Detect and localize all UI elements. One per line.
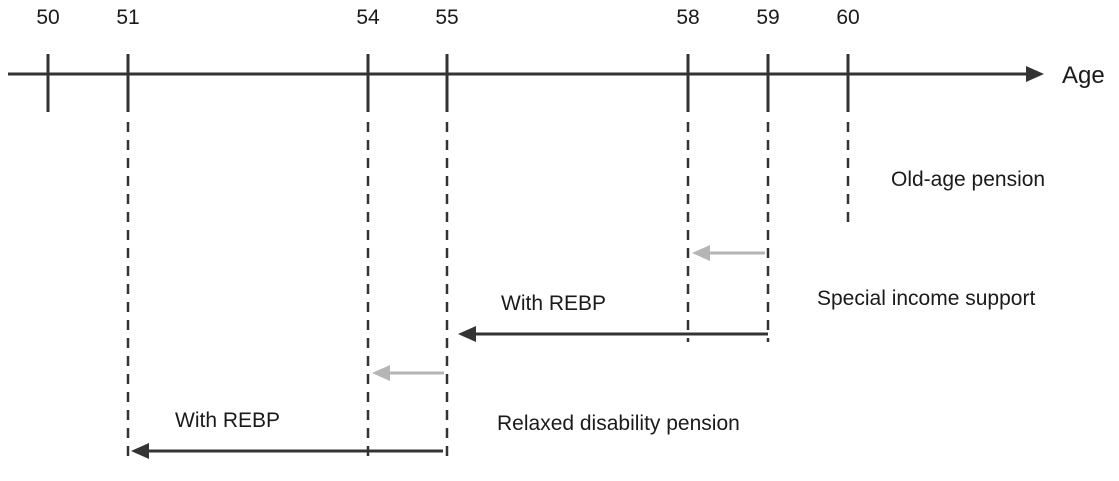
tick-label-60: 60 xyxy=(836,6,859,29)
old-age-pension-label: Old-age pension xyxy=(891,168,1045,191)
age-axis-arrowhead xyxy=(1026,66,1044,82)
tick-label-58: 58 xyxy=(676,6,699,29)
with-rebp-label-lower: With REBP xyxy=(175,409,280,432)
special-income-rebp-arrow xyxy=(458,326,768,342)
with-rebp-label-upper: With REBP xyxy=(501,292,606,315)
tick-label-55: 55 xyxy=(435,6,458,29)
age-axis-label: Age xyxy=(1062,62,1105,89)
axis-ticks: 50 51 54 55 58 59 60 xyxy=(36,6,860,112)
special-income-support-label: Special income support xyxy=(817,287,1035,310)
dashed-guides xyxy=(126,122,850,462)
tick-label-50: 50 xyxy=(36,6,59,29)
special-income-light-arrow xyxy=(692,245,765,261)
tick-label-59: 59 xyxy=(756,6,779,29)
tick-label-54: 54 xyxy=(356,6,380,29)
relaxed-disability-pension-label: Relaxed disability pension xyxy=(497,412,740,435)
tick-label-51: 51 xyxy=(116,6,139,29)
disability-light-arrow xyxy=(372,365,444,381)
disability-rebp-arrow xyxy=(131,443,443,459)
